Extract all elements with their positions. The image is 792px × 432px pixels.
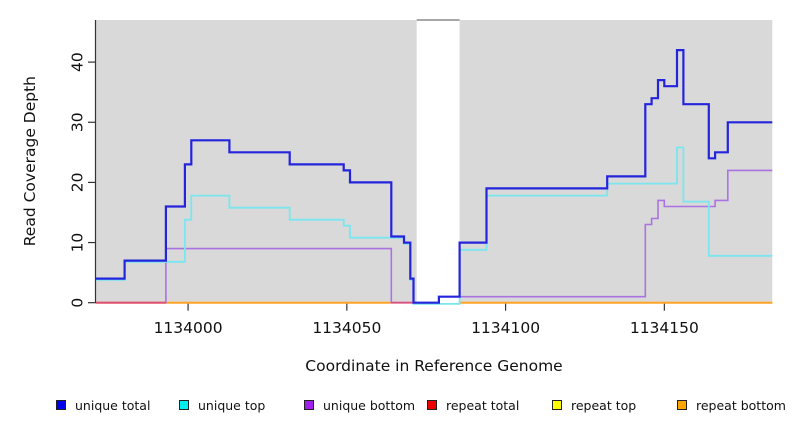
y-tick-label: 30: [68, 112, 86, 132]
legend-swatch-unique-top: [179, 400, 189, 410]
legend-item: repeat top: [552, 396, 636, 414]
legend-item: unique bottom: [304, 396, 415, 414]
x-tick-label: 1134150: [630, 319, 699, 337]
x-tick-label: 1134000: [154, 319, 223, 337]
series-unique-top: [96, 146, 773, 305]
y-axis-title-wrap: Read Coverage Depth: [21, 20, 39, 303]
y-tick-label: 40: [68, 52, 86, 72]
x-axis-title: Coordinate in Reference Genome: [305, 357, 563, 375]
legend-label: unique top: [198, 397, 266, 413]
legend-label: repeat bottom: [696, 397, 786, 413]
plot-background-left: [96, 20, 417, 303]
series-unique-bottom: [96, 169, 773, 304]
legend-item: unique total: [56, 396, 150, 414]
plot-background-right: [459, 20, 773, 303]
y-tick-label: 20: [68, 173, 86, 193]
legend-label: repeat total: [446, 397, 520, 413]
legend-item: repeat total: [427, 396, 519, 414]
legend-item: repeat bottom: [677, 396, 786, 414]
legend-swatch-unique-total: [56, 400, 66, 410]
legend-swatch-repeat-bottom: [677, 400, 687, 410]
x-tick-label: 1134100: [471, 319, 540, 337]
legend-swatch-unique-bottom: [304, 400, 314, 410]
legend-swatch-repeat-total: [427, 400, 437, 410]
series-unique-total: [96, 49, 773, 304]
legend-swatch-repeat-top: [552, 400, 562, 410]
legend-label: unique bottom: [323, 397, 416, 413]
y-axis-title: Read Coverage Depth: [21, 76, 39, 247]
legend: unique total unique top unique bottom re…: [0, 396, 792, 416]
y-tick-label: 10: [68, 233, 86, 253]
legend-label: repeat top: [571, 397, 637, 413]
y-tick-label: 0: [68, 298, 86, 308]
legend-item: unique top: [179, 396, 265, 414]
x-tick-label: 1134050: [312, 319, 381, 337]
legend-label: unique total: [75, 397, 151, 413]
